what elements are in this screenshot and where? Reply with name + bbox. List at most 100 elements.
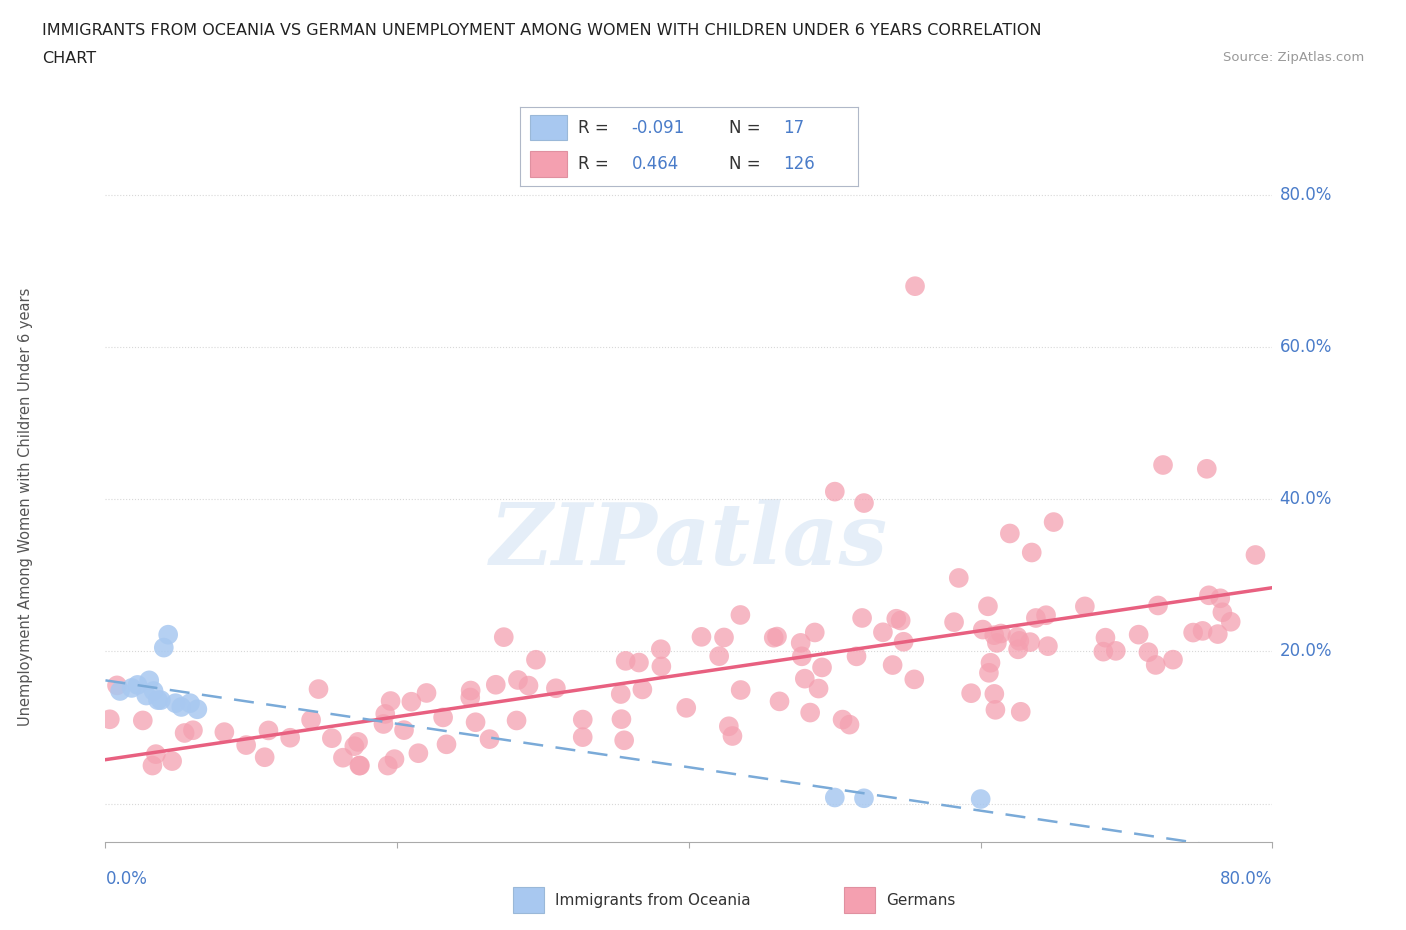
Point	[349, 758, 371, 773]
Point	[1105, 644, 1128, 658]
Text: 17: 17	[783, 118, 804, 137]
Point	[1128, 627, 1150, 642]
Point	[845, 649, 868, 664]
Point	[485, 677, 508, 692]
Point	[458, 690, 481, 705]
Point	[766, 629, 789, 644]
Point	[790, 649, 813, 664]
Point	[1019, 634, 1042, 649]
Point	[1198, 588, 1220, 603]
Point	[1074, 599, 1097, 614]
Point	[141, 758, 163, 773]
Point	[1211, 604, 1233, 619]
Point	[986, 635, 1008, 650]
Point	[347, 735, 370, 750]
Point	[984, 702, 1007, 717]
Text: 60.0%: 60.0%	[1279, 339, 1331, 356]
Point	[793, 671, 815, 686]
Text: 0.464: 0.464	[631, 155, 679, 173]
Point	[349, 758, 371, 773]
Point	[690, 630, 713, 644]
Point	[127, 677, 149, 692]
Point	[609, 686, 631, 701]
Point	[415, 685, 437, 700]
Point	[1161, 652, 1184, 667]
Point	[789, 635, 811, 650]
Point	[904, 279, 927, 294]
Point	[401, 695, 423, 710]
Point	[170, 699, 193, 714]
Point	[990, 626, 1012, 641]
Point	[983, 686, 1005, 701]
Text: Immigrants from Oceania: Immigrants from Oceania	[555, 893, 751, 908]
Point	[1209, 591, 1232, 605]
Point	[852, 496, 875, 511]
Point	[1147, 598, 1170, 613]
Point	[610, 711, 633, 726]
Point	[627, 655, 650, 670]
Text: 80.0%: 80.0%	[1279, 186, 1331, 204]
Point	[1206, 627, 1229, 642]
Point	[299, 712, 322, 727]
Point	[380, 694, 402, 709]
Text: 20.0%: 20.0%	[1279, 643, 1331, 660]
Point	[1244, 548, 1267, 563]
Point	[1092, 644, 1115, 659]
Point	[571, 712, 593, 727]
Point	[98, 711, 121, 726]
Point	[408, 746, 430, 761]
Point	[173, 725, 195, 740]
Point	[571, 730, 593, 745]
Point	[1042, 514, 1064, 529]
Point	[374, 707, 396, 722]
Point	[831, 712, 853, 727]
Point	[145, 747, 167, 762]
Point	[675, 700, 697, 715]
Point	[505, 713, 527, 728]
Point	[709, 649, 731, 664]
Point	[730, 683, 752, 698]
Point	[1219, 615, 1241, 630]
Point	[506, 672, 529, 687]
Text: -0.091: -0.091	[631, 118, 685, 137]
Point	[811, 660, 834, 675]
Text: CHART: CHART	[42, 51, 96, 66]
Point	[132, 713, 155, 728]
Point	[135, 688, 157, 703]
Point	[1007, 642, 1029, 657]
Point	[890, 613, 912, 628]
Point	[1195, 461, 1218, 476]
Point	[768, 694, 790, 709]
Point	[803, 625, 825, 640]
Point	[152, 640, 174, 655]
Point	[852, 790, 875, 805]
Point	[321, 731, 343, 746]
Point	[1035, 608, 1057, 623]
Text: 0.0%: 0.0%	[105, 870, 148, 888]
Point	[851, 610, 873, 625]
Point	[730, 607, 752, 622]
Point	[142, 684, 165, 698]
Point	[903, 672, 925, 687]
Point	[464, 715, 486, 730]
Point	[807, 681, 830, 696]
Point	[121, 681, 143, 696]
Point	[165, 696, 187, 711]
Point	[631, 682, 654, 697]
Point	[1137, 644, 1160, 659]
Point	[384, 751, 406, 766]
Text: 40.0%: 40.0%	[1279, 490, 1331, 508]
Point	[943, 615, 966, 630]
Point	[1007, 630, 1029, 644]
Point	[138, 673, 160, 688]
Point	[650, 659, 672, 674]
Point	[1036, 639, 1059, 654]
Point	[492, 630, 515, 644]
FancyBboxPatch shape	[530, 115, 568, 140]
Point	[179, 696, 201, 711]
Point	[977, 665, 1000, 680]
Point	[799, 705, 821, 720]
Point	[650, 642, 672, 657]
Point	[517, 678, 540, 693]
Point	[717, 719, 740, 734]
